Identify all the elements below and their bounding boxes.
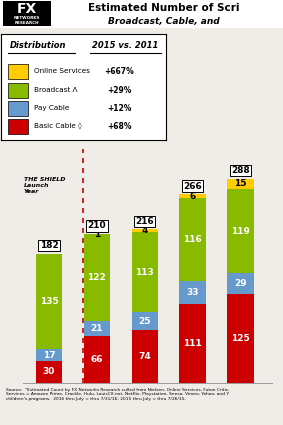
Text: Pay Cable: Pay Cable: [34, 105, 70, 111]
Text: 66: 66: [91, 354, 103, 364]
Text: 216: 216: [135, 217, 154, 226]
Bar: [179, 280, 206, 304]
Text: NETWORKS: NETWORKS: [14, 16, 40, 20]
Bar: [179, 198, 206, 280]
Bar: [227, 273, 254, 294]
Bar: [227, 294, 254, 382]
Text: 1: 1: [94, 230, 100, 238]
Bar: [179, 304, 206, 382]
Text: FX: FX: [17, 2, 37, 16]
Text: 113: 113: [135, 268, 154, 277]
Bar: [132, 330, 158, 382]
Text: +667%: +667%: [105, 67, 134, 76]
Text: 29: 29: [234, 279, 247, 288]
Text: 210: 210: [87, 221, 106, 230]
Bar: [36, 254, 62, 349]
Text: 25: 25: [138, 317, 151, 326]
Text: Estimated Number of Scri: Estimated Number of Scri: [88, 3, 240, 13]
Text: RESEARCH: RESEARCH: [15, 22, 39, 25]
Bar: [227, 178, 254, 189]
Text: 116: 116: [183, 235, 202, 244]
Text: Broadcast Λ: Broadcast Λ: [34, 87, 78, 94]
Bar: [227, 189, 254, 273]
Text: 21: 21: [91, 324, 103, 333]
Text: 125: 125: [231, 334, 250, 343]
Text: 30: 30: [43, 367, 55, 377]
Text: 4: 4: [142, 227, 148, 235]
Bar: [8, 64, 28, 79]
Text: +29%: +29%: [108, 86, 132, 95]
Text: 74: 74: [138, 352, 151, 361]
Text: 288: 288: [231, 166, 250, 175]
Text: 15: 15: [234, 179, 247, 188]
Text: 135: 135: [40, 297, 58, 306]
Bar: [8, 101, 28, 116]
Bar: [3, 1, 51, 26]
Bar: [179, 194, 206, 198]
Text: 6: 6: [190, 192, 196, 201]
Text: 33: 33: [186, 288, 199, 297]
Text: +12%: +12%: [108, 104, 132, 113]
Text: 2015 vs. 2011: 2015 vs. 2011: [92, 42, 158, 51]
Bar: [84, 235, 110, 321]
Bar: [84, 336, 110, 382]
Text: 119: 119: [231, 227, 250, 236]
Bar: [132, 232, 158, 312]
Bar: [36, 361, 62, 382]
Text: +68%: +68%: [107, 122, 132, 131]
Bar: [132, 230, 158, 232]
Text: 182: 182: [40, 241, 58, 250]
Text: Online Services: Online Services: [34, 68, 90, 74]
Text: THE SHIELD
Launch
Year: THE SHIELD Launch Year: [24, 177, 66, 194]
Bar: [84, 321, 110, 336]
Text: Broadcast, Cable, and: Broadcast, Cable, and: [108, 17, 220, 26]
Text: 111: 111: [183, 339, 202, 348]
Text: Basic Cable ◊: Basic Cable ◊: [34, 123, 82, 130]
Text: 122: 122: [87, 273, 106, 282]
Bar: [84, 234, 110, 235]
Bar: [8, 83, 28, 98]
Text: 266: 266: [183, 181, 202, 190]
Text: 17: 17: [43, 351, 55, 360]
Bar: [132, 312, 158, 330]
Text: Source:  "Estimated Count by FX Networks Research culled from Nielsen, Online Se: Source: "Estimated Count by FX Networks …: [6, 388, 229, 401]
Bar: [8, 119, 28, 134]
Bar: [36, 349, 62, 361]
Text: Distribution: Distribution: [10, 42, 66, 51]
